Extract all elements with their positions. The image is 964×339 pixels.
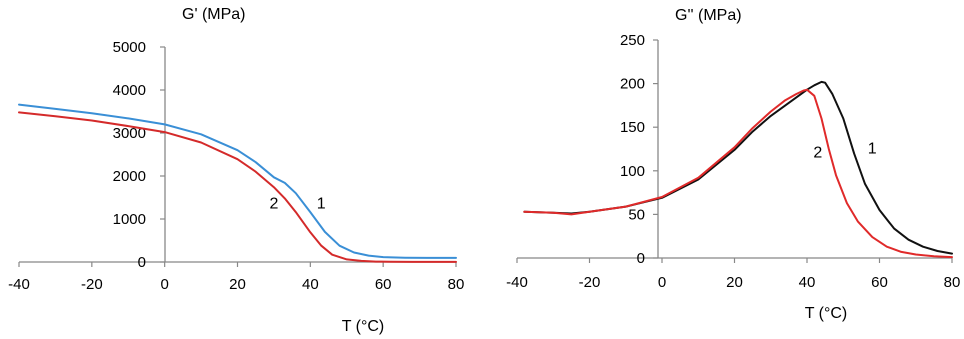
- y-tick-label: 100: [620, 163, 645, 180]
- series-line-2: [523, 88, 953, 259]
- x-axis-title: T (°C): [342, 318, 385, 335]
- x-tick-label: 0: [160, 276, 168, 293]
- y-tick-label: 50: [628, 206, 645, 223]
- curve-label-1: 1: [317, 195, 326, 212]
- series-line-1: [18, 103, 457, 259]
- y-axis-title: G'' (MPa): [675, 7, 742, 24]
- y-tick-label: 0: [138, 254, 146, 271]
- x-tick-label: 20: [229, 276, 246, 293]
- x-tick-label: -20: [81, 276, 103, 293]
- x-tick-label: 60: [871, 274, 888, 291]
- y-tick-label: 200: [620, 76, 645, 93]
- x-tick-label: -40: [506, 274, 528, 291]
- y-tick-label: 4000: [113, 82, 146, 99]
- x-tick-label: 60: [375, 276, 392, 293]
- x-tick-label: 0: [658, 274, 666, 291]
- x-tick-label: -20: [579, 274, 601, 291]
- y-tick-label: 1000: [113, 211, 146, 228]
- x-axis-title: T (°C): [805, 305, 848, 322]
- y-tick-label: 3000: [113, 125, 146, 142]
- x-tick-label: -40: [8, 276, 30, 293]
- y-tick-label: 0: [637, 250, 645, 267]
- x-tick-label: 80: [448, 276, 465, 293]
- storage-modulus-chart: -40 -20 0 20 40 60 80 0 1000 2000 3000 4000 5000 G' (…: [8, 6, 464, 335]
- curve-label-2: 2: [813, 145, 822, 162]
- curve-label-2: 2: [269, 195, 278, 212]
- x-tick-label: 40: [302, 276, 319, 293]
- series-line-1: [523, 80, 953, 255]
- y-axis-title: G' (MPa): [182, 6, 246, 23]
- y-tick-label: 5000: [113, 39, 146, 56]
- loss-modulus-chart: -40 -20 0 20 40 60 80 0 50 100 150 200 250 G'' (MPa) T…: [506, 7, 960, 322]
- x-tick-label: 20: [726, 274, 743, 291]
- x-tick-label: 80: [944, 274, 961, 291]
- curve-label-1: 1: [868, 140, 877, 157]
- series-line-2: [18, 111, 457, 263]
- y-tick-label: 150: [620, 119, 645, 136]
- y-tick-label: 250: [620, 32, 645, 49]
- x-tick-label: 40: [799, 274, 816, 291]
- y-tick-label: 2000: [113, 168, 146, 185]
